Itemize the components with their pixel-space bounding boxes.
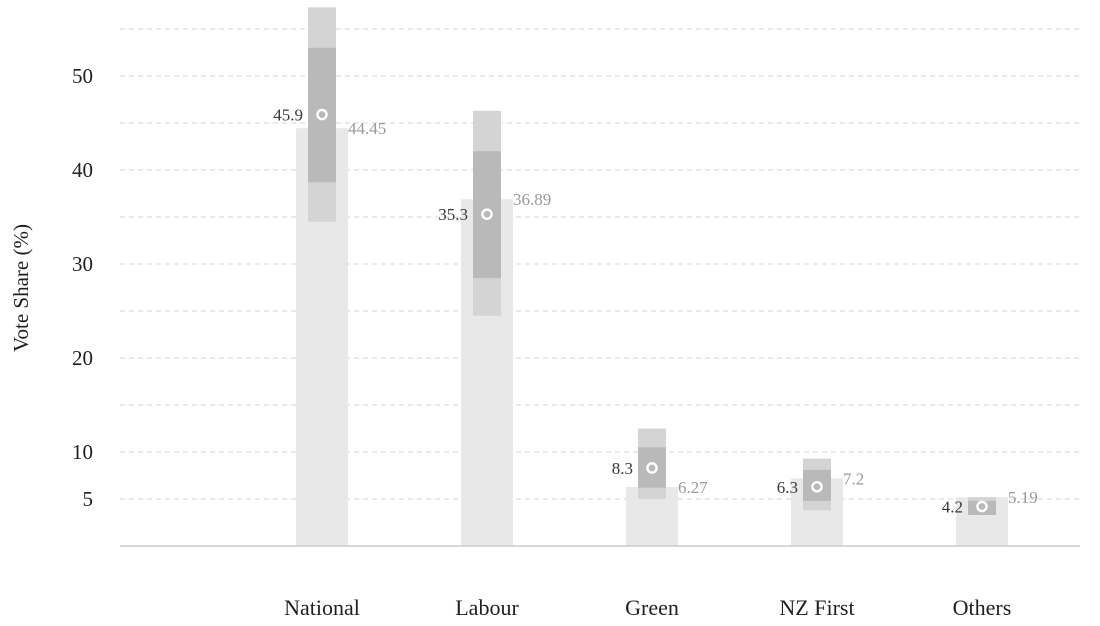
data-label-current-others: 4.2 (942, 498, 963, 517)
y-tick-label: 10 (72, 440, 93, 464)
estimate-marker-nz-first (811, 480, 823, 493)
range-inner-nz-first (803, 469, 831, 501)
range-inner-others (968, 500, 996, 515)
estimate-marker-labour (481, 208, 493, 220)
gridlines (120, 28, 1080, 500)
x-category-label: Labour (455, 595, 519, 620)
data-label-previous-green: 6.27 (678, 478, 708, 497)
y-tick-label: 50 (72, 64, 93, 88)
data-label-current-national: 45.9 (273, 106, 303, 125)
y-tick-label: 30 (72, 252, 93, 276)
estimate-marker-others (976, 500, 988, 513)
markers (316, 108, 988, 513)
range-inner-labour (473, 151, 501, 279)
y-axis-label: Vote Share (%) (9, 224, 33, 352)
y-tick-label: 5 (83, 487, 94, 511)
x-category-label: National (284, 595, 360, 620)
data-label-previous-others: 5.19 (1008, 488, 1038, 507)
estimate-marker-national (316, 108, 328, 121)
data-label-current-green: 8.3 (612, 459, 633, 478)
data-label-current-labour: 35.3 (438, 205, 468, 224)
x-category-label: Others (953, 595, 1012, 620)
x-categories: National Labour Green NZ First Others (284, 595, 1011, 620)
data-label-previous-labour: 36.89 (513, 190, 551, 209)
y-tick-label: 40 (72, 158, 93, 182)
y-tick-label: 20 (72, 346, 93, 370)
data-label-current-nz-first: 6.3 (777, 478, 798, 497)
data-label-previous-nz-first: 7.2 (843, 469, 864, 488)
data-label-previous-national: 44.45 (348, 119, 386, 138)
x-category-label: Green (625, 595, 679, 620)
y-ticks: 5 10 20 30 40 50 (72, 64, 93, 511)
ranges (308, 7, 996, 515)
estimate-marker-green (646, 462, 658, 474)
data-labels: 45.9 44.45 35.3 36.89 8.3 6.27 6.3 7.2 4.2 5.19 (273, 106, 1038, 517)
x-category-label: NZ First (779, 595, 854, 620)
range-inner-green (638, 447, 666, 488)
range-inner-national (308, 47, 336, 183)
